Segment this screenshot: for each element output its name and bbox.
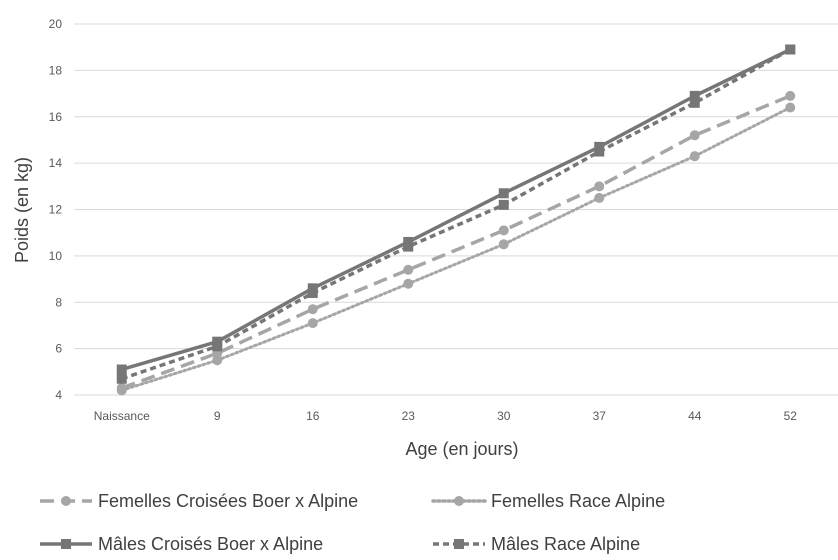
x-tick-label: 52: [784, 409, 798, 423]
series-line: [121, 94, 791, 390]
legend-marker: [454, 539, 464, 549]
data-point: [403, 264, 414, 275]
data-point: [116, 364, 127, 375]
gridlines: [74, 23, 838, 396]
data-point: [498, 225, 509, 236]
series-1: [116, 90, 796, 394]
legend-marker: [454, 496, 464, 506]
data-point: [689, 97, 700, 108]
y-tick-label: 18: [49, 63, 63, 77]
data-point: [594, 192, 605, 203]
series-line: [121, 47, 792, 372]
legend-item-3: Mâles Croisés Boer x Alpine: [40, 534, 323, 554]
data-point: [116, 373, 127, 384]
legend-label: Femelles Croisées Boer x Alpine: [98, 491, 358, 511]
legend-label: Femelles Race Alpine: [491, 491, 665, 511]
data-point: [212, 341, 223, 352]
data-point: [498, 199, 509, 210]
data-point: [785, 102, 796, 113]
y-tick-label: 12: [49, 203, 63, 217]
legend-item-1: Femelles Croisées Boer x Alpine: [40, 491, 358, 511]
data-point: [689, 151, 700, 162]
y-tick-label: 16: [49, 110, 63, 124]
legend-label: Mâles Croisés Boer x Alpine: [98, 534, 323, 554]
x-tick-label: 9: [214, 409, 221, 423]
data-point: [498, 188, 509, 199]
data-series: [116, 44, 796, 396]
legend-marker: [61, 539, 71, 549]
x-tick-label: 16: [306, 409, 320, 423]
y-tick-label: 8: [55, 295, 62, 309]
legend-marker: [61, 496, 71, 506]
x-tick-label: 23: [402, 409, 416, 423]
data-point: [689, 130, 700, 141]
y-tick-label: 6: [55, 342, 62, 356]
x-tick-label: 44: [688, 409, 702, 423]
y-axis-title: Poids (en kg): [12, 157, 32, 263]
data-point: [594, 181, 605, 192]
data-point: [403, 278, 414, 289]
data-point: [785, 44, 796, 55]
y-axis-ticks: 4 6 8 10 12 14 16 18 20: [49, 17, 63, 402]
x-tick-label: 37: [593, 409, 607, 423]
series-4: [116, 44, 796, 384]
legend-label: Mâles Race Alpine: [491, 534, 640, 554]
data-point: [212, 355, 223, 366]
data-point: [689, 90, 700, 101]
data-point: [403, 241, 414, 252]
x-axis-ticks: Naissance 9 16 23 30 37 44 52: [94, 409, 798, 423]
y-tick-label: 20: [49, 17, 63, 31]
y-tick-label: 14: [49, 156, 63, 170]
series-line: [120, 105, 792, 392]
legend-item-2: Femelles Race Alpine: [431, 491, 665, 511]
series-2: [116, 102, 796, 396]
x-axis-title: Age (en jours): [405, 439, 518, 459]
data-point: [307, 318, 318, 329]
data-point: [594, 146, 605, 157]
data-point: [307, 304, 318, 315]
data-point: [498, 239, 509, 250]
legend: Femelles Croisées Boer x Alpine Femelles …: [40, 491, 665, 554]
y-tick-label: 10: [49, 249, 63, 263]
x-tick-label: 30: [497, 409, 511, 423]
data-point: [785, 90, 796, 101]
x-tick-label: Naissance: [94, 409, 150, 423]
data-point: [307, 287, 318, 298]
legend-item-4: Mâles Race Alpine: [433, 534, 640, 554]
y-tick-label: 4: [55, 388, 62, 402]
data-point: [116, 385, 127, 396]
